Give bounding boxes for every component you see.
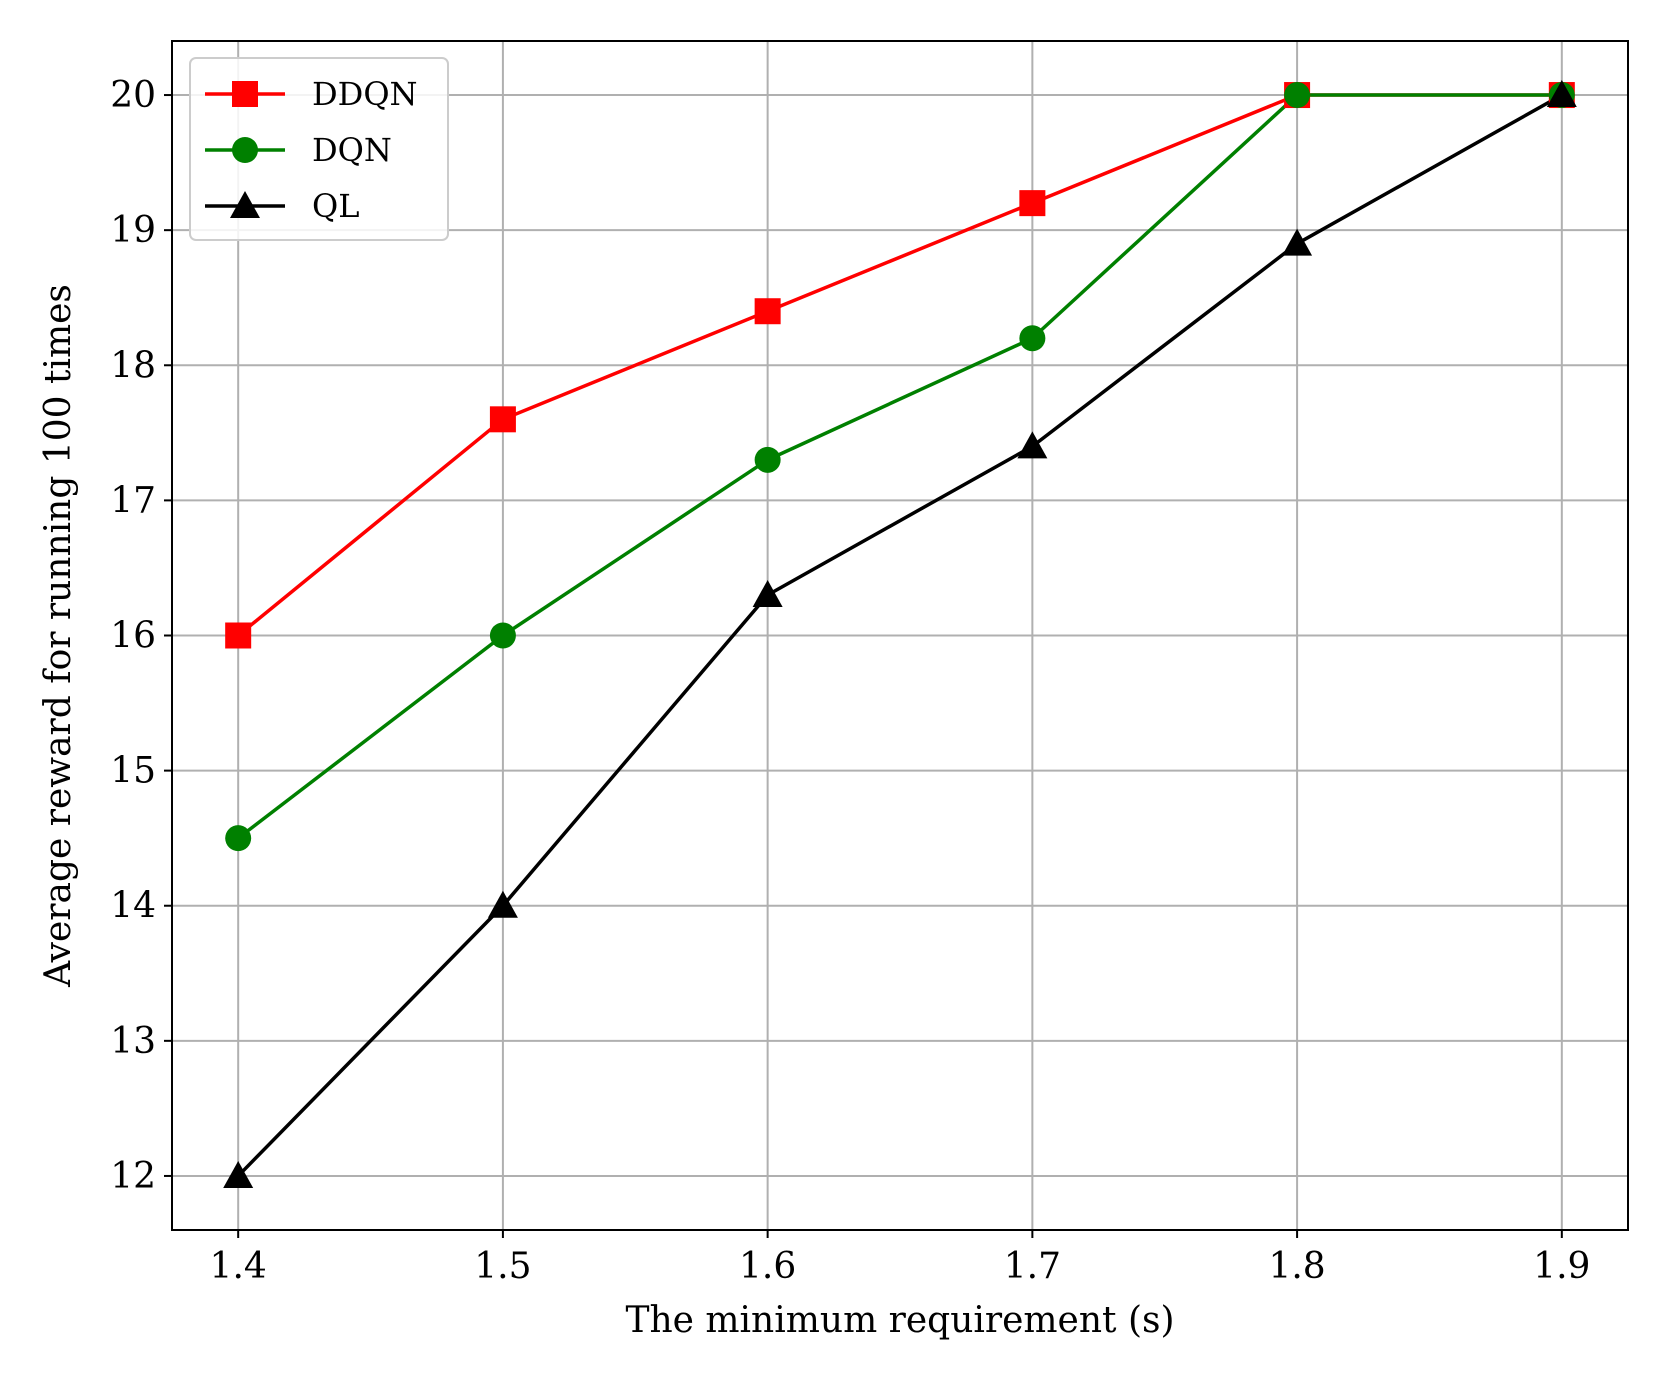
y-tick-label: 12 bbox=[110, 1156, 156, 1197]
data-point-ddqn bbox=[1019, 190, 1046, 217]
y-tick-label: 18 bbox=[110, 345, 156, 386]
data-point-dqn bbox=[754, 446, 781, 473]
y-tick-label: 15 bbox=[110, 751, 156, 792]
legend-marker-dqn bbox=[232, 137, 258, 163]
x-tick-label: 1.6 bbox=[739, 1246, 796, 1287]
y-tick-label: 19 bbox=[110, 210, 156, 251]
data-point-dqn bbox=[225, 825, 252, 852]
data-point-ddqn bbox=[754, 298, 781, 325]
legend-label-ql: QL bbox=[312, 187, 359, 225]
x-tick-label: 1.4 bbox=[210, 1246, 267, 1287]
y-tick-label: 17 bbox=[110, 480, 156, 521]
data-point-ql bbox=[1546, 80, 1577, 108]
y-tick-label: 13 bbox=[110, 1021, 156, 1062]
data-point-ql bbox=[487, 890, 518, 918]
x-tick-label: 1.7 bbox=[1004, 1246, 1061, 1287]
data-point-ddqn bbox=[225, 622, 252, 649]
data-point-ql bbox=[223, 1160, 254, 1188]
series-line-ql bbox=[236, 93, 1563, 1178]
ticks: 1.4 1.5 1.6 1.7 1.8 1.9 12 13 14 15 16 17 18 19 20 bbox=[110, 75, 1590, 1287]
x-tick-label: 1.8 bbox=[1268, 1246, 1325, 1287]
series-line-dqn bbox=[237, 93, 1562, 840]
data-point-ql bbox=[752, 579, 783, 607]
legend-label-dqn: DQN bbox=[312, 131, 392, 169]
grid bbox=[172, 41, 1628, 1230]
x-tick-label: 1.5 bbox=[474, 1246, 531, 1287]
data-point-dqn bbox=[489, 622, 516, 649]
data-point-ddqn bbox=[489, 406, 516, 433]
legend: DDQN DQN QL bbox=[189, 57, 449, 241]
x-axis-label: The minimum requirement (s) bbox=[625, 1300, 1174, 1341]
y-axis-label: Average reward for running 100 times bbox=[38, 284, 79, 988]
legend-label-ddqn: DDQN bbox=[312, 75, 418, 113]
series-markers bbox=[223, 80, 1577, 1188]
y-tick-label: 14 bbox=[110, 886, 156, 927]
data-point-dqn bbox=[1284, 82, 1311, 109]
x-tick-label: 1.9 bbox=[1533, 1246, 1590, 1287]
legend-marker-ddqn bbox=[232, 81, 258, 107]
data-point-dqn bbox=[1019, 325, 1046, 352]
data-point-ql bbox=[1282, 228, 1313, 256]
y-tick-label: 20 bbox=[110, 75, 156, 116]
series-lines bbox=[236, 93, 1563, 1178]
y-tick-label: 16 bbox=[110, 616, 156, 657]
data-point-ql bbox=[1017, 431, 1048, 459]
legend-marker-ql bbox=[230, 191, 260, 218]
